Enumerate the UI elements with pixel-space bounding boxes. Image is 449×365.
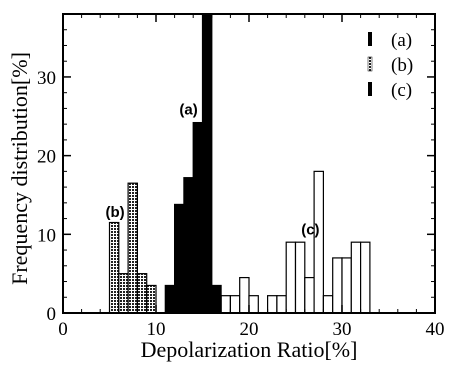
legend-label: (a) xyxy=(391,30,412,51)
x-tick-label: 30 xyxy=(333,319,352,340)
bar-c-24 xyxy=(285,241,297,314)
series-b-bars xyxy=(108,182,157,314)
legend-swatch xyxy=(367,56,373,72)
axis-ticks: 0 10 20 30 40 0 10 20 30 xyxy=(37,14,445,340)
bar-c-32 xyxy=(360,241,371,314)
bar-c-27 xyxy=(313,170,325,314)
bar-c-20 xyxy=(248,295,259,314)
bar-c-22 xyxy=(267,295,278,314)
y-tick-label: 20 xyxy=(37,147,56,168)
annotations: (a) (b) (c) xyxy=(106,102,320,239)
legend: (a) (b) (c) xyxy=(367,30,413,101)
y-tick-label: 0 xyxy=(47,304,57,325)
legend-swatch xyxy=(368,82,372,96)
bar-c-31 xyxy=(350,241,362,314)
bar-a-13 xyxy=(183,177,194,314)
annotation-label: (b) xyxy=(106,204,125,221)
bar-a-16 xyxy=(211,284,222,314)
bar-b-6 xyxy=(118,273,129,314)
bar-b-5 xyxy=(108,221,120,314)
bar-c-29 xyxy=(332,257,343,314)
bar-c-25 xyxy=(294,241,306,314)
x-tick-label: 20 xyxy=(240,319,259,340)
legend-label: (b) xyxy=(391,55,413,76)
series-a-bars xyxy=(164,13,222,314)
bar-c-30 xyxy=(341,257,352,314)
x-tick-label: 0 xyxy=(58,319,68,340)
bar-a-14 xyxy=(192,121,204,314)
annotation-label: (c) xyxy=(301,221,319,238)
x-tick-label: 10 xyxy=(147,319,166,340)
bar-a-11 xyxy=(164,284,176,314)
x-tick-label: 40 xyxy=(426,319,445,340)
annotation-label: (a) xyxy=(179,102,197,119)
bar-a-12 xyxy=(174,203,185,314)
bar-c-18 xyxy=(229,295,241,314)
bar-b-7 xyxy=(127,182,139,314)
bar-c-23 xyxy=(276,295,287,314)
bar-c-28 xyxy=(322,295,334,314)
bar-b-8 xyxy=(136,273,148,314)
y-axis-title: Frequency distribution[%] xyxy=(7,52,32,285)
bar-c-26 xyxy=(304,276,315,314)
y-tick-label: 10 xyxy=(37,225,56,246)
x-axis-title: Depolarization Ratio[%] xyxy=(141,337,358,362)
bar-c-19 xyxy=(239,276,250,314)
legend-swatch xyxy=(368,32,372,46)
y-tick-label: 30 xyxy=(37,68,56,89)
bar-b-9 xyxy=(146,284,157,314)
bar-c-17 xyxy=(220,295,232,314)
legend-label: (c) xyxy=(391,80,412,101)
bar-a-15 xyxy=(201,13,213,314)
